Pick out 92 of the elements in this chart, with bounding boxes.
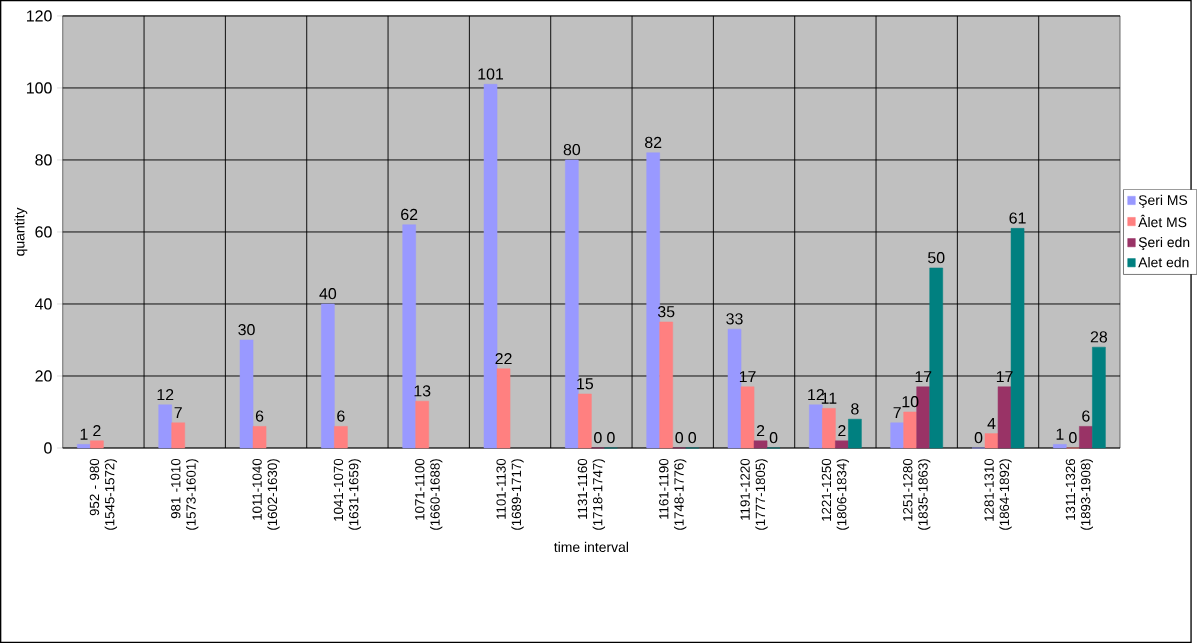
data-label: 17 (739, 371, 756, 383)
bar (903, 411, 917, 449)
bar (753, 440, 768, 449)
data-label: 2 (93, 424, 101, 437)
data-label: 40 (319, 287, 337, 300)
bar (496, 368, 511, 449)
x-tick-label: 1251-1280 (1835-1863) (903, 458, 931, 530)
bar (659, 321, 673, 449)
x-tick-label: 1191-1220 (1777-1805) (740, 458, 768, 530)
data-label: 35 (657, 305, 675, 318)
bar (646, 152, 660, 449)
bar (997, 386, 1012, 449)
bar (239, 339, 254, 449)
legend-label: Şeri edn (1138, 236, 1190, 250)
x-tick-label: 1311-1326 (1893-1908) (1065, 458, 1094, 530)
data-label: 1 (80, 428, 88, 440)
x-tick-label: 1011-1040 (1602-1630) (252, 458, 280, 530)
data-label: 28 (1090, 331, 1108, 343)
x-tick-label: 1101-1130 (1689-1717) (496, 458, 524, 530)
x-tick-label: 1161-1190 (1748-1776) (659, 458, 687, 530)
x-tick-label: 1131-1160 (1718-1747) (577, 458, 606, 530)
data-label: 4 (987, 417, 996, 429)
bar (402, 224, 416, 449)
bar (171, 422, 185, 449)
x-tick-label: 1221-1250 (1806-1834) (821, 458, 850, 530)
bar (565, 159, 579, 449)
x-tick-label: 981 -1010 (1573-1601) (171, 458, 199, 530)
data-label: 82 (645, 136, 662, 148)
bar (1079, 426, 1093, 449)
bar (321, 303, 335, 449)
bar (158, 404, 172, 449)
data-label: 2 (756, 424, 765, 437)
legend-label: Şeri MS (1138, 194, 1188, 208)
x-axis-title: time interval (554, 541, 628, 552)
y-tick-label: 40 (35, 298, 52, 310)
legend-label: Âlet MS (1138, 214, 1187, 228)
data-label: 12 (808, 388, 824, 401)
bar (252, 426, 267, 449)
data-label: 50 (928, 251, 945, 264)
bar (1053, 444, 1067, 449)
data-label: 7 (893, 407, 901, 419)
y-axis-title: quantity (14, 207, 28, 256)
data-label: 0 (688, 431, 697, 444)
data-label: 33 (726, 313, 743, 325)
data-label: 0 (607, 431, 615, 444)
data-label: 8 (851, 403, 859, 415)
y-tick-label: 60 (35, 226, 52, 238)
bar (822, 408, 836, 449)
data-label: 0 (594, 431, 602, 444)
x-tick-label: 952 - 980 (1545-1572) (89, 458, 118, 530)
bar (77, 444, 91, 449)
y-tick-label: 100 (27, 82, 52, 94)
bar (848, 418, 862, 449)
y-tick-label: 20 (35, 370, 52, 382)
data-label: 7 (174, 407, 182, 419)
data-label: 0 (675, 431, 684, 444)
bar (1092, 346, 1106, 449)
data-label: 6 (1082, 410, 1090, 422)
data-label: 22 (495, 352, 512, 365)
bar (984, 433, 999, 449)
bar (415, 400, 429, 449)
y-tick-label: 80 (35, 154, 52, 166)
data-label: 1 (1056, 428, 1064, 440)
legend-label: Alet edn (1138, 256, 1189, 268)
data-label: 2 (838, 424, 846, 437)
bar (740, 386, 755, 449)
data-label: 6 (337, 410, 345, 422)
bar (890, 422, 904, 449)
data-label: 30 (238, 323, 255, 336)
data-label: 101 (478, 68, 504, 80)
bar (578, 393, 592, 449)
y-tick-label: 0 (44, 442, 52, 454)
data-label: 0 (974, 431, 983, 444)
x-tick-label: 1041-1070 (1631-1659) (333, 458, 362, 530)
bar (334, 426, 348, 449)
bar (727, 328, 742, 449)
data-label: 0 (769, 431, 778, 444)
data-label: 61 (1009, 212, 1026, 224)
data-label: 13 (414, 385, 431, 397)
data-label: 12 (157, 388, 174, 401)
data-label: 15 (577, 378, 594, 390)
y-tick-label: 120 (27, 10, 52, 22)
data-label: 62 (401, 208, 418, 220)
data-label: 80 (563, 143, 581, 156)
bar (835, 440, 849, 449)
data-label: 6 (255, 410, 264, 422)
x-tick-label: 1281-1310 (1864-1892) (984, 458, 1012, 530)
x-tick-label: 1071-1100 (1660-1688) (415, 458, 443, 530)
bar (809, 404, 823, 449)
data-label: 0 (1069, 431, 1077, 444)
data-label: 11 (821, 392, 837, 404)
bar (90, 440, 104, 449)
